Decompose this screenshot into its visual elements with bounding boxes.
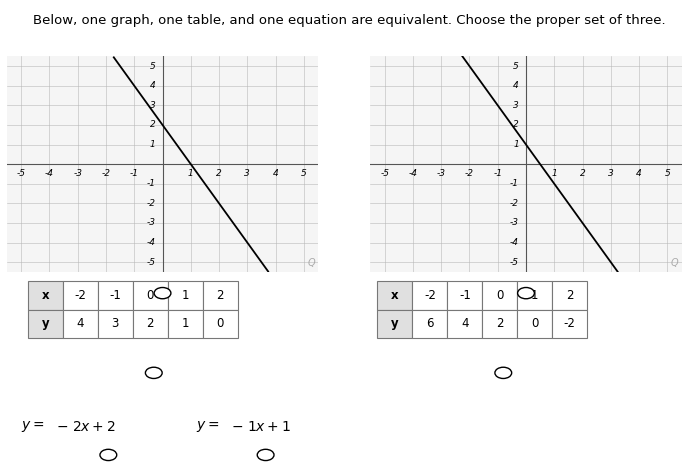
FancyBboxPatch shape [168, 281, 203, 310]
FancyBboxPatch shape [517, 281, 552, 310]
Text: 4: 4 [513, 81, 519, 90]
Text: 4: 4 [636, 169, 642, 178]
Text: 5: 5 [150, 61, 155, 71]
Text: 2: 2 [513, 121, 519, 129]
Text: 2: 2 [216, 169, 222, 178]
Text: 0: 0 [531, 317, 538, 330]
Text: 4: 4 [77, 317, 84, 330]
Text: -1: -1 [459, 289, 470, 302]
Text: Q: Q [671, 258, 679, 268]
Text: 1: 1 [150, 140, 155, 149]
Text: 5: 5 [301, 169, 307, 178]
Text: 4: 4 [150, 81, 155, 90]
Text: -1: -1 [130, 169, 138, 178]
Text: -3: -3 [73, 169, 82, 178]
Text: 4: 4 [273, 169, 278, 178]
Text: 1: 1 [188, 169, 194, 178]
Text: $-\ 1x + 1$: $-\ 1x + 1$ [231, 420, 291, 434]
Text: 1: 1 [513, 140, 519, 149]
FancyBboxPatch shape [482, 310, 517, 338]
FancyBboxPatch shape [377, 281, 412, 310]
Text: 2: 2 [147, 317, 154, 330]
FancyBboxPatch shape [203, 281, 238, 310]
Text: 1: 1 [182, 317, 189, 330]
Text: 2: 2 [496, 317, 503, 330]
FancyBboxPatch shape [63, 281, 98, 310]
Text: -4: -4 [408, 169, 417, 178]
FancyBboxPatch shape [552, 310, 587, 338]
Text: -3: -3 [510, 219, 519, 227]
FancyBboxPatch shape [377, 310, 412, 338]
Text: -5: -5 [147, 257, 155, 267]
FancyBboxPatch shape [447, 281, 482, 310]
FancyBboxPatch shape [63, 310, 98, 338]
Text: 1: 1 [182, 289, 189, 302]
Text: x: x [42, 289, 49, 302]
FancyBboxPatch shape [447, 310, 482, 338]
FancyBboxPatch shape [412, 310, 447, 338]
Text: 1: 1 [552, 169, 557, 178]
Text: 0: 0 [217, 317, 224, 330]
Text: 3: 3 [608, 169, 614, 178]
Text: y: y [391, 317, 398, 330]
Text: -2: -2 [101, 169, 110, 178]
Text: $y=$: $y=$ [196, 419, 219, 434]
Text: -3: -3 [437, 169, 446, 178]
FancyBboxPatch shape [98, 310, 133, 338]
Text: -1: -1 [493, 169, 502, 178]
Text: 6: 6 [426, 317, 433, 330]
Text: -2: -2 [147, 199, 155, 208]
Text: y: y [42, 317, 49, 330]
Text: -5: -5 [510, 257, 519, 267]
Text: $-\ 2x + 2$: $-\ 2x + 2$ [56, 420, 115, 434]
Text: 2: 2 [566, 289, 573, 302]
Text: 3: 3 [513, 101, 519, 110]
Text: -2: -2 [564, 317, 575, 330]
Text: 2: 2 [150, 121, 155, 129]
Text: 2: 2 [217, 289, 224, 302]
Text: -5: -5 [17, 169, 26, 178]
Text: 3: 3 [245, 169, 250, 178]
Text: 0: 0 [147, 289, 154, 302]
FancyBboxPatch shape [517, 310, 552, 338]
Text: -2: -2 [75, 289, 86, 302]
FancyBboxPatch shape [412, 281, 447, 310]
Text: x: x [391, 289, 398, 302]
Text: -1: -1 [147, 179, 155, 188]
Text: -2: -2 [465, 169, 474, 178]
Text: -1: -1 [110, 289, 121, 302]
Text: 4: 4 [461, 317, 468, 330]
Text: -5: -5 [380, 169, 389, 178]
Text: -4: -4 [45, 169, 54, 178]
FancyBboxPatch shape [28, 310, 63, 338]
FancyBboxPatch shape [552, 281, 587, 310]
Text: -3: -3 [147, 219, 155, 227]
Text: -1: -1 [510, 179, 519, 188]
Text: 0: 0 [496, 289, 503, 302]
Text: $y=$: $y=$ [21, 419, 44, 434]
Text: 5: 5 [665, 169, 670, 178]
Text: 1: 1 [531, 289, 538, 302]
Text: -2: -2 [424, 289, 435, 302]
Text: -4: -4 [510, 238, 519, 247]
FancyBboxPatch shape [133, 310, 168, 338]
FancyBboxPatch shape [133, 281, 168, 310]
Text: 3: 3 [112, 317, 119, 330]
Text: Below, one graph, one table, and one equation are equivalent. Choose the proper : Below, one graph, one table, and one equ… [33, 14, 666, 27]
FancyBboxPatch shape [98, 281, 133, 310]
FancyBboxPatch shape [203, 310, 238, 338]
Text: 5: 5 [513, 61, 519, 71]
Text: -4: -4 [147, 238, 155, 247]
Text: -2: -2 [510, 199, 519, 208]
FancyBboxPatch shape [482, 281, 517, 310]
FancyBboxPatch shape [28, 281, 63, 310]
Text: 2: 2 [579, 169, 586, 178]
Text: Q: Q [308, 258, 315, 268]
FancyBboxPatch shape [168, 310, 203, 338]
Text: 3: 3 [150, 101, 155, 110]
